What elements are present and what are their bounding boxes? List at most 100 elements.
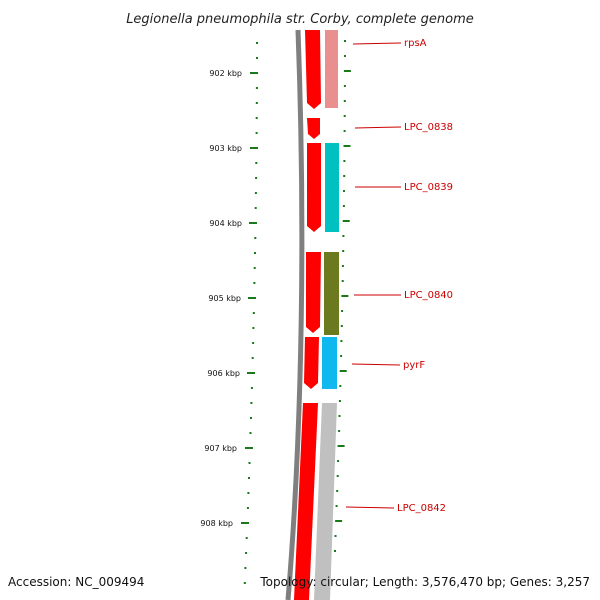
inner-ruler-tick	[343, 100, 346, 102]
ruler-minor-tick	[246, 507, 249, 509]
inner-ruler-tick	[334, 535, 337, 537]
inner-ruler-tick	[341, 265, 344, 267]
gene-label-rpsA[interactable]: rpsA	[404, 38, 427, 49]
gene-feature-rpsA[interactable]	[325, 30, 338, 108]
ruler-minor-tick	[245, 552, 248, 554]
ruler-minor-tick	[251, 357, 254, 359]
inner-ruler-tick	[341, 310, 344, 312]
inner-ruler-tick	[339, 370, 347, 372]
cds-feature[interactable]	[306, 252, 321, 333]
ruler-minor-tick	[249, 432, 252, 434]
ruler-tick-908: 908 kbp	[200, 519, 249, 528]
ruler-tick-903: 903 kbp	[209, 144, 258, 153]
cds-feature[interactable]	[304, 337, 319, 389]
inner-ruler-tick	[338, 415, 341, 417]
accession-text: Accession: NC_009494	[8, 575, 144, 589]
ruler-minor-tick	[255, 87, 258, 89]
label-leader	[351, 363, 401, 366]
ruler-tick-label: 903 kbp	[209, 144, 242, 153]
inner-ruler-tick	[337, 445, 345, 447]
ruler-minor-tick	[253, 267, 256, 269]
genome-backbone	[285, 29, 305, 600]
ruler-tick-904: 904 kbp	[209, 219, 257, 228]
label-leader	[352, 42, 402, 45]
gene-label-LPC_0842[interactable]: LPC_0842	[397, 503, 446, 514]
ruler-minor-tick	[248, 477, 250, 479]
inner-ruler-tick	[344, 40, 346, 42]
ruler-tick-label: 907 kbp	[204, 444, 237, 453]
cds-feature[interactable]	[307, 143, 321, 232]
gene-feature-LPC_0839[interactable]	[325, 143, 339, 232]
inner-ruler-tick	[336, 475, 339, 477]
ruler-tick-906: 906 kbp	[207, 369, 255, 378]
inner-ruler-tick	[338, 400, 341, 402]
gene-features	[314, 30, 339, 600]
gene-feature-pyrF[interactable]	[322, 337, 337, 389]
inner-ruler-tick	[338, 430, 341, 432]
inner-ruler-tick	[339, 385, 342, 387]
inner-ruler-tick	[337, 460, 340, 462]
ruler-tick-907: 907 kbp	[204, 444, 253, 453]
inner-ruler-tick	[343, 175, 346, 177]
ruler-minor-tick	[253, 282, 256, 284]
cds-feature[interactable]	[294, 403, 318, 600]
ruler-minor-tick	[247, 492, 250, 494]
inner-ruler-ticks	[334, 40, 351, 552]
cds-feature[interactable]	[307, 118, 320, 139]
ruler-minor-tick	[254, 252, 256, 254]
inner-ruler-tick	[340, 340, 343, 342]
ruler-minor-tick	[255, 117, 258, 119]
gene-label-LPC_0839[interactable]: LPC_0839	[404, 182, 453, 193]
gene-label-LPC_0838[interactable]: LPC_0838	[404, 122, 453, 133]
topology-text: Topology: circular; Length: 3,576,470 bp…	[259, 575, 590, 589]
inner-ruler-tick	[335, 520, 343, 522]
ruler-minor-tick	[255, 177, 258, 179]
ruler-tick-label: 906 kbp	[207, 369, 240, 378]
inner-ruler-tick	[343, 190, 345, 192]
inner-ruler-tick	[335, 505, 338, 507]
ruler-minor-tick	[256, 42, 258, 44]
ruler-minor-ticks	[243, 42, 258, 584]
inner-ruler-tick	[336, 490, 339, 492]
gene-feature-LPC_0840[interactable]	[324, 252, 339, 335]
ruler-minor-tick	[252, 312, 255, 314]
inner-ruler-tick	[342, 235, 345, 237]
cds-strand	[294, 30, 321, 600]
ruler-minor-tick	[250, 387, 253, 389]
inner-ruler-tick	[340, 355, 343, 357]
inner-ruler-tick	[334, 550, 336, 552]
label-leader	[354, 126, 402, 129]
inner-ruler-tick	[343, 115, 346, 117]
ruler-minor-tick	[250, 417, 252, 419]
ruler-minor-tick	[252, 342, 255, 344]
inner-ruler-tick	[343, 145, 351, 147]
inner-ruler-tick	[342, 205, 345, 207]
ruler-minor-tick	[254, 237, 257, 239]
inner-ruler-tick	[340, 325, 343, 327]
ruler-tick-902: 902 kbp	[209, 69, 258, 78]
gene-label-pyrF[interactable]: pyrF	[403, 360, 425, 371]
ruler-minor-tick	[244, 567, 247, 569]
inner-ruler-tick	[344, 55, 346, 57]
ruler-minor-tick	[254, 192, 257, 194]
gene-label-LPC_0840[interactable]: LPC_0840	[404, 290, 453, 301]
ruler-tick-905: 905 kbp	[208, 294, 256, 303]
ruler-major-ticks: 902 kbp 903 kbp 904 kbp 905 kbp 906 kbp …	[200, 69, 258, 528]
label-leader	[345, 506, 395, 509]
map-title: Legionella pneumophila str. Corby, compl…	[126, 12, 474, 27]
cds-feature[interactable]	[305, 30, 321, 109]
gene-labels: rpsA LPC_0838 LPC_0839 LPC_0840 pyrF LPC…	[345, 38, 453, 514]
inner-ruler-tick	[343, 85, 346, 87]
inner-ruler-tick	[343, 160, 346, 162]
ruler-minor-tick	[255, 102, 258, 104]
inner-ruler-tick	[342, 220, 350, 222]
inner-ruler-tick	[343, 130, 346, 132]
ruler-minor-tick	[245, 537, 248, 539]
ruler-minor-tick	[254, 207, 257, 209]
gene-feature-LPC_0842[interactable]	[314, 403, 337, 600]
ruler-tick-label: 908 kbp	[200, 519, 233, 528]
inner-ruler-tick	[341, 295, 349, 297]
ruler-minor-tick	[248, 462, 251, 464]
ruler-minor-tick	[256, 57, 258, 59]
